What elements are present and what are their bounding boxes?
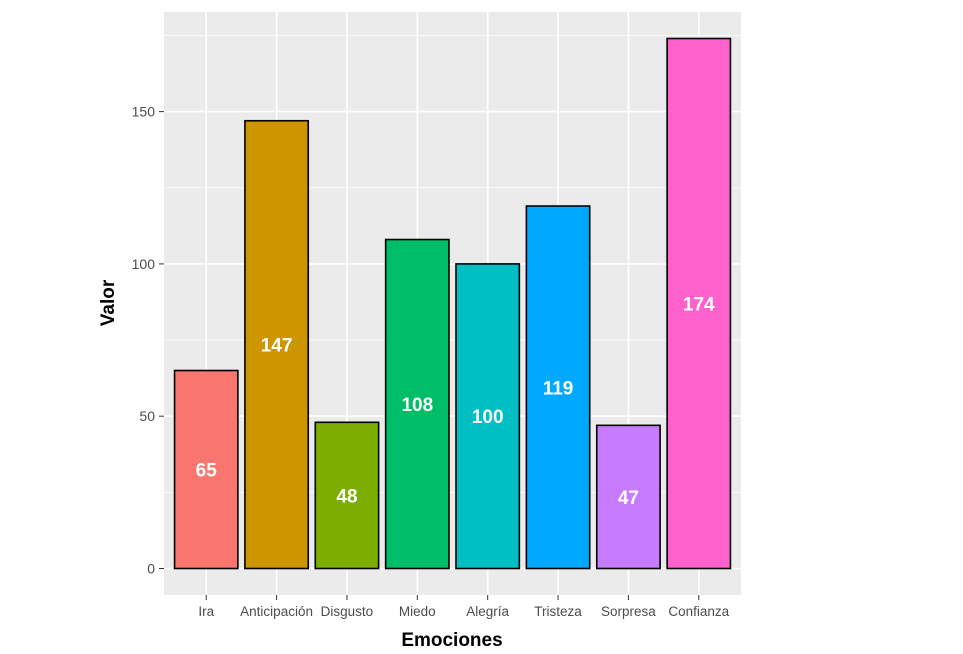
bar-sorpresa	[595, 424, 661, 570]
data-label: 108	[401, 395, 433, 416]
y-axis-title: Valor	[98, 279, 119, 326]
bar-labels: 65 147 48 108 100 119 47 174	[196, 295, 715, 509]
x-tick-label: Ira	[198, 604, 214, 619]
x-tick-label: Tristeza	[534, 604, 582, 619]
y-tick-label: 100	[132, 256, 156, 272]
data-label: 174	[683, 295, 715, 316]
bar-disgusto	[314, 421, 380, 570]
y-axis-ticks: 0 50 100 150	[132, 104, 164, 577]
y-tick-label: 0	[147, 561, 155, 577]
data-label: 48	[336, 486, 357, 507]
y-tick-label: 50	[139, 408, 155, 424]
x-tick-label: Disgusto	[321, 604, 374, 619]
x-tick-label: Sorpresa	[601, 604, 656, 619]
bar-anticipación	[244, 119, 310, 570]
x-tick-label: Anticipación	[240, 604, 313, 619]
bar-ira	[173, 369, 239, 570]
data-label: 100	[472, 407, 504, 428]
bars	[173, 37, 732, 570]
x-axis-title: Emociones	[401, 630, 502, 649]
bar-alegría	[455, 263, 521, 570]
x-axis-ticks: Ira Anticipación Disgusto Miedo Alegría Trist…	[198, 595, 730, 619]
x-tick-label: Miedo	[399, 604, 436, 619]
x-tick-label: Confianza	[668, 604, 729, 619]
x-tick-label: Alegría	[466, 604, 509, 619]
data-label: 47	[618, 488, 639, 509]
y-tick-label: 150	[132, 104, 156, 120]
bar-confianza	[666, 37, 732, 570]
bar-tristeza	[525, 205, 591, 570]
data-label: 65	[196, 461, 218, 482]
data-label: 119	[543, 378, 574, 399]
bar-miedo	[384, 238, 450, 570]
data-label: 147	[261, 336, 293, 357]
